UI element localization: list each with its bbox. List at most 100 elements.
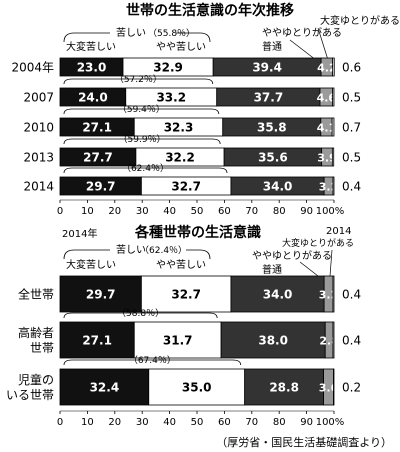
leader-line-3 (329, 249, 333, 277)
axis-tick-label-0-7: 70 (245, 206, 258, 217)
right-value-0-0: 0.6 (342, 60, 361, 74)
data-label-0-4-0: 29.7 (86, 179, 116, 193)
bracket-total-1-2: （67.4％） (129, 355, 176, 366)
axis-tick-label-0-5: 50 (191, 206, 204, 217)
chart1-legend-hard-very: 大変苦しい (66, 40, 116, 53)
data-label-0-2-1: 32.3 (164, 120, 194, 134)
bracket-0-1 (63, 78, 214, 85)
data-label-0-4-1: 32.7 (171, 179, 201, 193)
axis-tick-label-0-0: 0 (57, 206, 63, 217)
right-value-0-3: 0.5 (342, 150, 361, 164)
data-label-1-2-0: 32.4 (90, 380, 120, 394)
chart2-bracket-total-header: （62.4％） (140, 245, 187, 256)
axis-tick-label-0-10: 100% (316, 206, 345, 217)
axis-tick-label-0-4: 40 (163, 206, 176, 217)
axis-tick-label-1-0: 0 (57, 417, 63, 428)
chart2-legend-normal: 普通 (262, 263, 282, 276)
bar-segment-0-4-4 (332, 176, 335, 196)
data-label-1-2-3: 3.6 (319, 381, 339, 394)
axis-tick-label-0-2: 20 (108, 206, 121, 217)
data-label-1-0-1: 32.7 (171, 287, 201, 301)
data-label-0-2-2: 35.8 (257, 120, 287, 134)
chart2-year-left: 2014年 (62, 227, 97, 240)
data-label-0-0-0: 23.0 (77, 60, 107, 74)
chart2-legend-leeway-very: 大変ゆとりがある (282, 237, 354, 249)
data-label-0-1-3: 4.6 (317, 91, 337, 104)
data-label-0-0-1: 32.9 (153, 60, 183, 74)
source-note: （厚労省・国民生活基礎調査より） (216, 435, 392, 449)
axis-tick-label-1-2: 20 (108, 417, 121, 428)
chart2-legend-leeway-some: ややゆとりがある (252, 249, 332, 262)
category-label-1-2-1: いる世帯 (6, 388, 54, 402)
data-label-1-1-1: 31.7 (163, 333, 193, 347)
right-value-1-1: 0.4 (342, 333, 361, 347)
legend-bracket-2 (63, 249, 211, 260)
data-label-1-0-3: 3.2 (319, 288, 339, 301)
data-label-1-1-0: 27.1 (82, 333, 112, 347)
data-label-0-0-2: 39.4 (252, 60, 282, 74)
chart2-year-right: 2014 (326, 226, 351, 237)
data-label-0-2-3: 4.1 (317, 121, 337, 134)
bar-segment-1-1-1 (133, 321, 222, 359)
bracket-0-2 (63, 108, 220, 115)
chart1-legend-hard-some: やや苦しい (156, 40, 206, 53)
data-label-0-3-2: 35.6 (258, 150, 288, 164)
category-label-1-0-0: 全世帯 (18, 286, 54, 301)
axis-tick-label-1-10: 100% (316, 417, 345, 428)
chart2-title: 各種世帯の生活意識 (134, 224, 261, 241)
data-label-1-0-0: 29.7 (86, 287, 116, 301)
category-label-1-1-1: 世帯 (30, 341, 54, 355)
data-label-0-3-1: 32.2 (165, 150, 195, 164)
axis-tick-label-1-1: 10 (81, 417, 94, 428)
leader-line-2 (289, 39, 317, 61)
axis-tick-label-1-6: 60 (218, 417, 231, 428)
bracket-total-0-4: （62.4％） (122, 163, 169, 174)
category-label-0-1-0: 2007 (23, 90, 54, 104)
category-label-1-1-0: 高齢者 (18, 325, 54, 340)
bracket-0-4 (63, 167, 228, 174)
chart1-legend-leeway-very: 大変ゆとりがある (320, 14, 400, 27)
right-value-0-2: 0.7 (342, 120, 361, 134)
bar-segment-1-1-2 (220, 321, 326, 359)
category-label-0-3-0: 2013 (23, 150, 54, 164)
axis-tick-label-1-4: 40 (163, 417, 176, 428)
axis-tick-label-1-5: 50 (191, 417, 204, 428)
data-label-1-0-2: 34.0 (263, 287, 293, 301)
data-label-1-1-2: 38.0 (258, 333, 288, 347)
right-value-1-0: 0.4 (342, 287, 361, 301)
bracket-0-3 (63, 138, 221, 145)
bar-segment-1-2-0 (59, 368, 150, 406)
chart1-legend-leeway-some: ややゆとりがある (262, 26, 342, 39)
data-label-0-2-0: 27.1 (82, 120, 112, 134)
legend-bracket-1 (63, 32, 211, 43)
data-label-0-4-2: 34.0 (263, 179, 293, 193)
bracket-1-2 (63, 359, 242, 366)
data-label-0-0-3: 4.2 (317, 61, 337, 74)
bar-segment-1-2-1 (148, 368, 246, 406)
data-label-0-3-3: 3.9 (317, 151, 337, 164)
chart2-legend-hard-very: 大変苦しい (66, 258, 116, 271)
bracket-1-1 (63, 312, 218, 319)
axis-tick-label-1-8: 80 (273, 417, 286, 428)
bar-segment-1-1-4 (332, 321, 335, 359)
bar-segment-0-0-4 (332, 57, 335, 77)
axis-tick-label-1-7: 70 (245, 417, 258, 428)
data-label-0-4-3: 3.2 (319, 180, 339, 193)
bar-segment-1-0-4 (332, 275, 335, 313)
axis-tick-label-0-1: 10 (81, 206, 94, 217)
bar-segment-0-3-4 (331, 147, 335, 167)
data-label-0-1-2: 37.7 (254, 90, 284, 104)
chart1-legend-normal: 普通 (262, 40, 282, 53)
category-label-0-4-0: 2014 (23, 179, 54, 193)
axis-tick-label-0-6: 60 (218, 206, 231, 217)
axis-tick-label-0-8: 80 (273, 206, 286, 217)
bracket-total-0-2: （59.4％） (118, 104, 165, 115)
bracket-total-0-1: （57.2％） (115, 74, 162, 85)
data-label-1-2-1: 35.0 (182, 380, 212, 394)
chart2-legend-hard-some: やや苦しい (156, 258, 206, 271)
leader-line-4 (299, 261, 319, 277)
axis-tick-label-1-9: 90 (300, 417, 313, 428)
chart1-legend-kurushii: 苦しい (116, 26, 146, 39)
bracket-total-1-1: （58.8％） (117, 308, 164, 319)
